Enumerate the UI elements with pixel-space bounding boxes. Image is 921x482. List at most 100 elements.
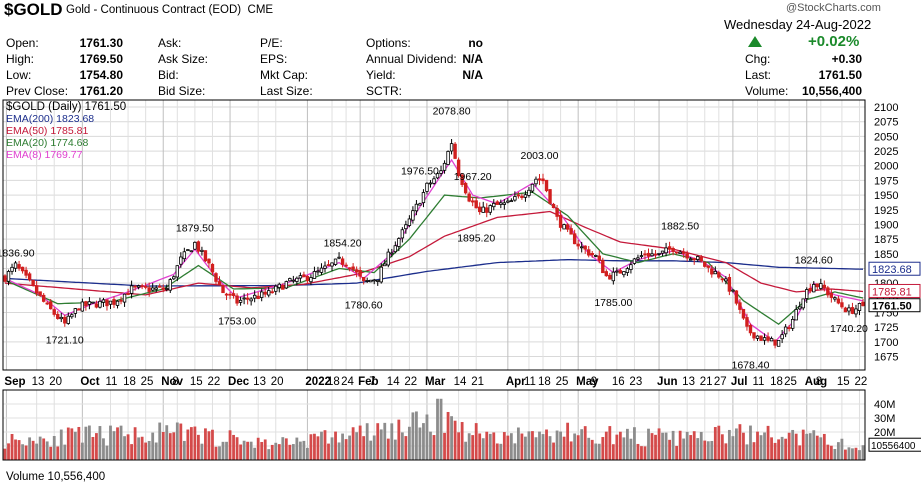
volume-bar (829, 445, 833, 460)
candle-body (815, 283, 819, 288)
volume-bar (858, 450, 861, 460)
volume-bar (165, 425, 169, 460)
volume-bar (270, 444, 274, 460)
volume-bar (151, 432, 155, 460)
candle-body (787, 327, 791, 330)
candle-body (847, 307, 851, 312)
volume-bar (759, 435, 763, 460)
price-tick-label: 1850 (874, 249, 898, 261)
volume-bar (524, 436, 527, 460)
candle-body (576, 243, 580, 247)
volume-bar (49, 446, 53, 460)
candle-body (189, 250, 194, 253)
candle-body (478, 206, 482, 213)
candle-body (439, 170, 443, 174)
volume-bar (369, 440, 373, 460)
volume-bar (242, 440, 246, 460)
volume-bar (481, 438, 485, 460)
volume-bar (179, 423, 183, 460)
volume-bar (622, 437, 626, 460)
chg-label: Chg: (745, 52, 771, 66)
volume-bar (98, 426, 102, 460)
date-tick-label: Jun (657, 376, 677, 388)
price-tick-label: 1975 (874, 175, 898, 187)
candle-body (713, 270, 718, 275)
volume-bar (664, 432, 668, 460)
volume-bar (211, 429, 214, 460)
candle-body (27, 273, 32, 281)
volume-bar (267, 449, 271, 460)
options-value: no (468, 36, 483, 50)
candle-body (270, 291, 274, 294)
candle-body (365, 280, 369, 282)
volume-bar (35, 443, 39, 460)
candle-body (769, 338, 774, 342)
date-tick-label: 18 (538, 376, 551, 388)
stockcharts-logo[interactable]: @StockCharts.com (786, 2, 881, 14)
pe-label: P/E: (260, 36, 283, 50)
bid-label: Bid: (158, 68, 179, 82)
candle-body (143, 286, 148, 288)
candle-body (397, 238, 401, 247)
volume-bar (808, 433, 812, 460)
candle-body (361, 276, 366, 282)
volume-bar (552, 442, 555, 460)
volume-bar (376, 423, 380, 460)
volume-bar (787, 432, 791, 460)
volume-bar (615, 434, 619, 460)
volume-bar (436, 398, 439, 460)
candle-body (520, 195, 524, 198)
volume-bar (710, 440, 714, 460)
candle-body (783, 326, 788, 335)
volume-bar (844, 449, 847, 460)
candle-body (263, 291, 267, 295)
candle-body (558, 214, 563, 228)
volume-bar (573, 433, 577, 460)
volume-bar (703, 440, 707, 460)
candle-body (583, 245, 587, 250)
candle-body (632, 258, 637, 264)
candle-body (449, 143, 454, 152)
candle-body (154, 287, 158, 290)
candle-body (73, 308, 78, 314)
candle-body (541, 178, 545, 182)
volume-bar (80, 442, 84, 460)
volume-value: 10,556,400 (801, 84, 862, 98)
volume-bar (594, 443, 598, 460)
volume-bar (21, 444, 24, 460)
volume-bar (418, 427, 422, 460)
volume-bar (70, 428, 74, 460)
legend-item: EMA(8) 1769.77 (6, 149, 83, 161)
candle-body (854, 308, 858, 315)
legend-item: EMA(50) 1785.81 (6, 125, 88, 137)
date-tick-label: 18 (123, 376, 136, 388)
candle-body (551, 203, 556, 209)
price-tick-label: 2025 (874, 146, 898, 158)
candle-body (752, 332, 756, 339)
candle-body (182, 251, 187, 260)
volume-bar (566, 422, 570, 460)
volume-bar (836, 442, 840, 460)
candle-body (674, 251, 679, 254)
volume-bar (520, 433, 524, 460)
volume-bar (548, 436, 552, 460)
mkt-cap-label: Mkt Cap: (260, 68, 309, 82)
volume-bar (348, 435, 352, 460)
volume-bar (777, 439, 781, 460)
candle-body (840, 302, 844, 308)
candle-body (34, 285, 39, 294)
volume-bar (393, 439, 397, 460)
high-label: High: (6, 52, 35, 66)
volume-bar (425, 414, 429, 460)
last-label: Last: (745, 68, 772, 82)
candle-body (358, 270, 362, 277)
candle-body (622, 271, 626, 276)
volume-bar (439, 398, 443, 460)
candle-body (572, 233, 577, 245)
candle-body (112, 299, 116, 305)
volume-bar (745, 444, 749, 460)
candle-body (608, 274, 612, 280)
volume-bar (337, 442, 341, 460)
volume-bar (580, 429, 584, 460)
